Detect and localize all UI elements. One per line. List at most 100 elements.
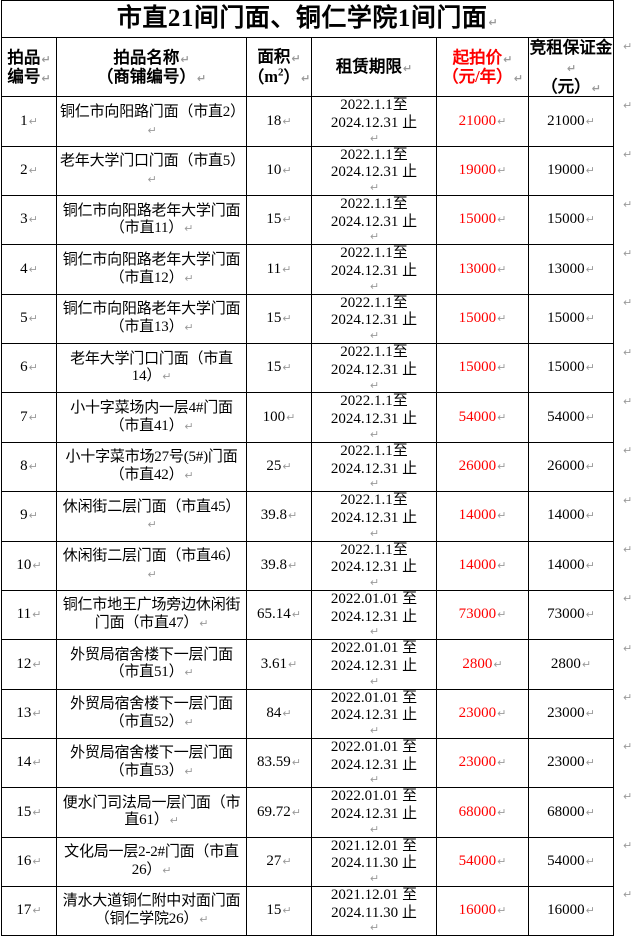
lease-term-text: 2022.1.1至 2024.12.31 止 ↵ bbox=[312, 147, 436, 195]
paragraph-mark-icon: ↵ bbox=[513, 73, 523, 86]
area-text: 15 bbox=[266, 211, 282, 228]
paragraph-mark-icon: ↵ bbox=[581, 658, 592, 671]
item-name-text: 小十字菜市场27号(5#)门面（市直42）↵ bbox=[65, 449, 238, 483]
paragraph-mark-icon: ↵ bbox=[369, 478, 380, 491]
paragraph-mark-icon: ↵ bbox=[591, 82, 601, 95]
margin-paragraph-mark-icon: ↵ bbox=[623, 149, 633, 162]
lease-term-end: 2024.12.31 止 ↵ bbox=[314, 362, 434, 393]
cell-starting-price: 23000↵ bbox=[436, 688, 529, 739]
cell-starting-price: 23000↵ bbox=[436, 737, 529, 789]
deposit-text: 19000 bbox=[547, 162, 585, 179]
cell-area: 18↵ bbox=[246, 96, 312, 147]
lease-term-end: 2024.12.31 止 ↵ bbox=[314, 658, 434, 689]
cell-lease-term: 2022.01.01 至 2024.12.31 止 ↵ bbox=[311, 787, 437, 838]
lease-term-text: 2022.1.1至 2024.12.31 止 ↵ bbox=[312, 542, 436, 590]
lease-term-start: 2022.1.1至 bbox=[340, 393, 408, 410]
paragraph-mark-icon: ↵ bbox=[369, 675, 380, 688]
paragraph-mark-icon: ↵ bbox=[369, 724, 380, 737]
lease-term-start: 2021.12.01 至 bbox=[330, 837, 418, 854]
column-header-price: 起拍价↵ （元/年）↵ bbox=[436, 36, 529, 98]
lease-term-start: 2022.1.1至 bbox=[340, 97, 408, 114]
deposit-text: 54000 bbox=[547, 408, 585, 425]
lease-term-text: 2022.1.1至 2024.12.31 止 ↵ bbox=[312, 97, 436, 145]
cell-item-no: 15↵ bbox=[1, 787, 57, 838]
paragraph-mark-icon: ↵ bbox=[28, 510, 38, 523]
cell-item-name: 便水门司法局一层门面（市直61）↵ bbox=[56, 787, 247, 838]
starting-price-text: 68000 bbox=[458, 803, 497, 820]
cell-lease-term: 2022.1.1至 2024.12.31 止 ↵ bbox=[311, 491, 437, 542]
deposit-text: 54000 bbox=[547, 852, 585, 869]
table-row: 9↵ 休闲街二层门面（市直45）↵ 39.8↵ 2022.1.1至 2024.12.31… bbox=[1, 491, 615, 542]
paragraph-mark-icon: ↵ bbox=[282, 362, 292, 375]
column-header-area-line2: （m2）↵ bbox=[247, 66, 311, 87]
margin-paragraph-mark-icon: ↵ bbox=[623, 40, 633, 53]
margin-paragraph-mark-icon: ↵ bbox=[623, 692, 633, 705]
starting-price-text: 73000 bbox=[458, 606, 497, 623]
item-no-text: 11 bbox=[16, 606, 32, 623]
cell-starting-price: 14000↵ bbox=[436, 540, 529, 591]
cell-deposit: 15000↵ bbox=[527, 195, 615, 246]
lease-term-text: 2022.01.01 至 2024.12.31 止 ↵ bbox=[312, 739, 436, 787]
lease-term-text: 2022.01.01 至 2024.12.31 止 ↵ bbox=[312, 788, 436, 836]
deposit-text: 26000 bbox=[547, 458, 585, 475]
column-header-area-line1: 面积↵ bbox=[257, 47, 301, 67]
cell-item-no: 17↵ bbox=[1, 885, 57, 936]
paragraph-mark-icon: ↵ bbox=[184, 420, 194, 433]
deposit-text: 23000 bbox=[547, 704, 585, 721]
starting-price-text: 21000 bbox=[458, 112, 497, 129]
margin-paragraph-mark-icon: ↵ bbox=[623, 544, 633, 556]
cell-item-name: 铜仁市向阳路老年大学门面（市直12）↵ bbox=[56, 244, 247, 295]
item-name-text: 铜仁市向阳路老年大学门面（市直12）↵ bbox=[62, 251, 241, 286]
lease-term-end: 2024.12.31 止 ↵ bbox=[314, 757, 434, 788]
paragraph-mark-icon: ↵ bbox=[369, 330, 380, 343]
cell-lease-term: 2022.1.1至 2024.12.31 止 ↵ bbox=[311, 441, 437, 493]
deposit-text: 15000 bbox=[547, 359, 585, 376]
area-text: 3.61 bbox=[260, 655, 288, 672]
cell-item-name: 铜仁市向阳路老年大学门面（市直11）↵ bbox=[56, 195, 247, 246]
margin-paragraph-mark-icon: ↵ bbox=[623, 889, 633, 902]
area-text: 18 bbox=[266, 112, 282, 129]
paragraph-mark-icon: ↵ bbox=[32, 559, 42, 572]
paragraph-mark-icon: ↵ bbox=[497, 905, 507, 918]
lease-term-end: 2024.12.31 止 ↵ bbox=[314, 115, 434, 146]
cell-starting-price: 54000↵ bbox=[436, 392, 529, 443]
cell-lease-term: 2021.12.01 至 2024.11.30 止 ↵ bbox=[311, 836, 437, 887]
cell-deposit: 19000↵ bbox=[527, 145, 615, 197]
column-header-no: 拍品↵ 编号↵ bbox=[1, 36, 57, 98]
lease-term-end: 2024.12.31 止 ↵ bbox=[314, 411, 434, 442]
margin-paragraph-mark-icon: ↵ bbox=[623, 790, 633, 803]
cell-item-no: 10↵ bbox=[1, 540, 57, 591]
paragraph-mark-icon: ↵ bbox=[497, 806, 507, 819]
lease-term-start: 2022.1.1至 bbox=[340, 344, 408, 361]
paragraph-mark-icon: ↵ bbox=[497, 362, 507, 375]
paragraph-mark-icon: ↵ bbox=[282, 313, 292, 326]
starting-price-text: 15000 bbox=[458, 310, 497, 327]
paragraph-mark-icon: ↵ bbox=[369, 280, 380, 293]
area-text: 69.72 bbox=[257, 803, 291, 820]
paragraph-mark-icon: ↵ bbox=[503, 53, 513, 66]
starting-price-text: 26000 bbox=[458, 458, 497, 475]
cell-item-name: 清水大道铜仁附中对面门面（铜仁学院26）↵ bbox=[56, 885, 247, 936]
table-row: 13↵ 外贸局宿舍楼下一层门面（市直52）↵ 84↵ 2022.01.01 至 2024… bbox=[1, 688, 615, 739]
item-no-text: 7 bbox=[20, 408, 28, 425]
paragraph-mark-icon: ↵ bbox=[180, 53, 190, 66]
area-text: 15 bbox=[266, 359, 282, 376]
cell-deposit: 21000↵ bbox=[527, 96, 615, 147]
margin-paragraph-mark-icon: ↵ bbox=[623, 741, 633, 754]
lease-term-text: 2022.01.01 至 2024.12.31 止 ↵ bbox=[312, 640, 436, 688]
deposit-text: 16000 bbox=[547, 902, 585, 919]
cell-deposit: 2800↵ bbox=[527, 639, 615, 690]
area-text: 25 bbox=[266, 458, 282, 475]
cell-starting-price: 68000↵ bbox=[436, 787, 529, 838]
table-row: 1↵ 铜仁市向阳路门面（市直2）↵ 18↵ 2022.1.1至 2024.12.31 止… bbox=[1, 96, 615, 147]
margin-paragraph-mark-icon: ↵ bbox=[623, 840, 633, 853]
paragraph-mark-icon: ↵ bbox=[369, 527, 380, 540]
cell-area: 3.61↵ bbox=[246, 639, 312, 690]
item-name-text: 清水大道铜仁附中对面门面（铜仁学院26）↵ bbox=[62, 893, 241, 928]
lease-term-text: 2022.1.1至 2024.12.31 止 ↵ bbox=[312, 245, 436, 293]
table-row: 4↵ 铜仁市向阳路老年大学门面（市直12）↵ 11↵ 2022.1.1至 2024.12… bbox=[1, 244, 615, 295]
paragraph-mark-icon: ↵ bbox=[497, 165, 507, 178]
margin-paragraph-mark-icon: ↵ bbox=[623, 593, 633, 606]
paragraph-mark-icon: ↵ bbox=[291, 806, 301, 819]
